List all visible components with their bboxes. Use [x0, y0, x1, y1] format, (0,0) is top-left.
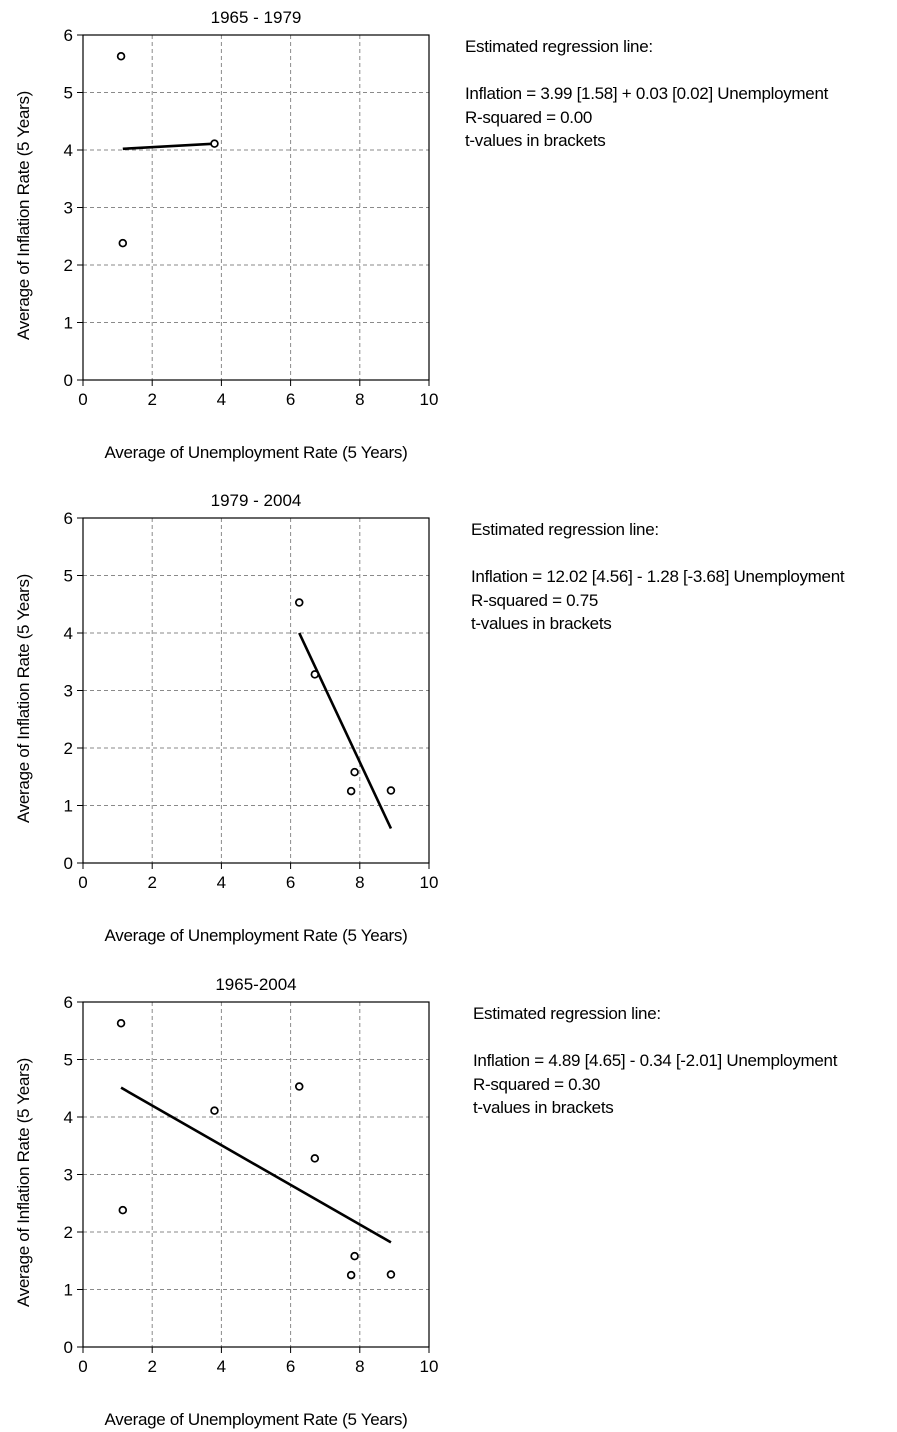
data-point	[310, 670, 320, 679]
x-tick-label: 0	[78, 1357, 87, 1376]
data-point	[386, 1270, 396, 1279]
data-point	[210, 1106, 219, 1115]
regression-line	[122, 142, 215, 151]
note-heading: Estimated regression line:	[473, 1004, 661, 1023]
x-tick-label: 0	[78, 390, 87, 409]
note-line: R-squared = 0.00	[465, 107, 593, 127]
data-point	[118, 1205, 128, 1215]
regression-note: Estimated regression line: Inflation = 4.…	[473, 1002, 837, 1120]
note-line	[473, 1026, 837, 1050]
y-tick-label: 6	[64, 509, 73, 528]
y-tick-label: 1	[64, 1281, 73, 1300]
x-tick-label: 6	[286, 390, 295, 409]
x-tick-label: 6	[286, 1357, 295, 1376]
data-point	[310, 1154, 320, 1163]
note-line: R-squared = 0.30	[473, 1074, 601, 1094]
x-tick-label: 0	[78, 873, 87, 892]
data-point	[118, 238, 128, 248]
y-tick-label: 2	[64, 739, 73, 758]
note-line: Inflation = 3.99 [1.58] + 0.03 [0.02] Un…	[465, 84, 829, 103]
note-line	[471, 542, 844, 566]
data-point	[116, 52, 126, 61]
chart-title: 1979 - 2004	[211, 491, 302, 510]
x-tick-label: 10	[420, 390, 439, 409]
x-tick-label: 2	[147, 390, 156, 409]
y-tick-label: 0	[64, 1338, 73, 1357]
y-tick-label: 3	[64, 1166, 73, 1185]
x-tick-label: 10	[420, 1357, 439, 1376]
x-tick-label: 8	[355, 390, 364, 409]
chart-title: 1965-2004	[215, 975, 296, 994]
chart-panel-1: 0 2 4 6 8 10 0 1 2 3 4 5 6 1965 - 1979 Average of Unem…	[14, 8, 438, 462]
note-heading: Estimated regression line:	[471, 520, 659, 539]
note-heading: Estimated regression line:	[465, 37, 653, 56]
x-tick-label: 6	[286, 873, 295, 892]
y-tick-label: 1	[64, 314, 73, 333]
x-axis-title: Average of Unemployment Rate (5 Years)	[105, 926, 408, 945]
x-axis-title: Average of Unemployment Rate (5 Years)	[105, 443, 408, 462]
note-line: Inflation = 4.89 [4.65] - 0.34 [-2.01] U…	[473, 1051, 838, 1070]
y-axis-title: Average of Inflation Rate (5 Years)	[14, 574, 33, 823]
note-line: Inflation = 12.02 [4.56] - 1.28 [-3.68] …	[471, 567, 845, 586]
y-tick-label: 2	[64, 256, 73, 275]
note-line: t-values in brackets	[465, 131, 606, 150]
y-tick-label: 3	[64, 199, 73, 218]
note-line	[465, 59, 828, 83]
x-tick-label: 8	[355, 1357, 364, 1376]
y-tick-label: 5	[64, 1051, 73, 1070]
data-point	[350, 767, 359, 777]
x-tick-label: 10	[420, 873, 439, 892]
chart-panel-3: 0 2 4 6 8 10 0 1 2 3 4 5 6 1965-2004 Average of Unempl…	[14, 975, 438, 1429]
x-tick-label: 4	[217, 873, 226, 892]
note-line: t-values in brackets	[471, 614, 612, 633]
regression-note: Estimated regression line: Inflation = 12…	[471, 518, 845, 636]
chart-title: 1965 - 1979	[211, 8, 302, 27]
y-tick-label: 5	[64, 84, 73, 103]
regression-note: Estimated regression line: Inflation = 3.…	[465, 35, 828, 153]
data-point	[350, 1251, 359, 1261]
y-tick-label: 4	[64, 141, 73, 160]
y-tick-label: 4	[64, 624, 73, 643]
note-line: t-values in brackets	[473, 1098, 614, 1117]
y-tick-label: 6	[64, 26, 73, 45]
data-point	[386, 786, 396, 795]
y-axis-title: Average of Inflation Rate (5 Years)	[14, 1058, 33, 1307]
y-tick-label: 4	[64, 1108, 73, 1127]
y-tick-label: 0	[64, 854, 73, 873]
chart-panel-2: 0 2 4 6 8 10 0 1 2 3 4 5 6 1979 - 2004 Average of Unem…	[14, 491, 438, 945]
note-line: R-squared = 0.75	[471, 590, 599, 610]
x-tick-label: 2	[147, 873, 156, 892]
x-tick-label: 4	[217, 1357, 226, 1376]
x-axis-title: Average of Unemployment Rate (5 Years)	[105, 1410, 408, 1429]
x-tick-label: 8	[355, 873, 364, 892]
data-point	[116, 1019, 126, 1028]
y-tick-label: 0	[64, 371, 73, 390]
y-tick-label: 5	[64, 567, 73, 586]
y-tick-label: 3	[64, 682, 73, 701]
data-point	[295, 1082, 304, 1091]
y-tick-label: 6	[64, 993, 73, 1012]
y-axis-title: Average of Inflation Rate (5 Years)	[14, 91, 33, 340]
regression-line	[298, 632, 393, 830]
data-point	[346, 1270, 356, 1280]
data-point	[346, 786, 356, 796]
data-point	[295, 598, 304, 607]
regression-line	[120, 1086, 392, 1244]
y-tick-label: 2	[64, 1223, 73, 1242]
data-point	[210, 139, 219, 148]
x-tick-label: 4	[217, 390, 226, 409]
x-tick-label: 2	[147, 1357, 156, 1376]
y-tick-label: 1	[64, 797, 73, 816]
